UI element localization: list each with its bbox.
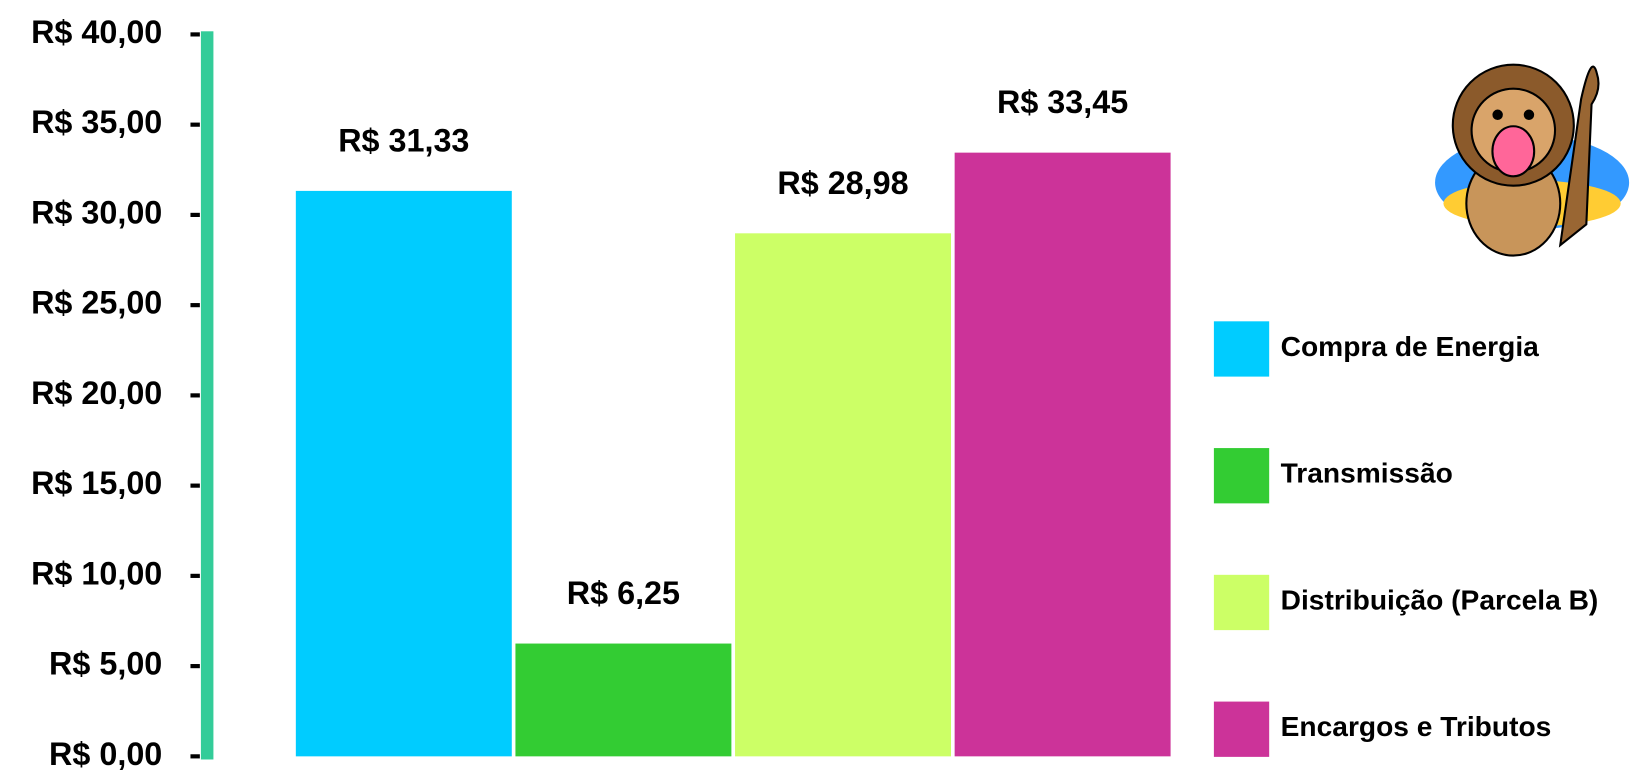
y-tick-label: R$ 5,00 xyxy=(49,646,162,682)
legend-label: Compra de Energia xyxy=(1281,331,1540,362)
legend-swatch xyxy=(1213,448,1270,504)
lion-illustration xyxy=(1435,63,1630,257)
bar xyxy=(735,233,951,757)
legend-swatch xyxy=(1213,574,1270,631)
y-tick-label: R$ 20,00 xyxy=(31,375,162,411)
y-tick-label: R$ 10,00 xyxy=(31,555,162,591)
value-label: R$ 6,25 xyxy=(567,575,680,611)
legend-label: Distribuição (Parcela B) xyxy=(1281,584,1599,615)
value-label: R$ 33,45 xyxy=(997,84,1128,120)
legend-swatch xyxy=(1213,701,1270,757)
bar xyxy=(295,190,512,757)
y-tick-label: R$ 40,00 xyxy=(31,14,162,50)
value-label: R$ 31,33 xyxy=(338,122,469,158)
y-tick-label: R$ 25,00 xyxy=(31,285,162,321)
bar xyxy=(515,643,732,757)
y-tick-label: R$ 0,00 xyxy=(49,736,162,772)
bar xyxy=(954,152,1171,757)
legend-label: Transmissão xyxy=(1281,458,1453,489)
legend-swatch xyxy=(1213,321,1270,377)
y-tick-label: R$ 35,00 xyxy=(31,104,162,140)
value-label: R$ 28,98 xyxy=(777,165,908,201)
legend-label: Encargos e Tributos xyxy=(1281,711,1552,742)
y-tick-label: R$ 15,00 xyxy=(31,465,162,501)
y-axis-line xyxy=(200,31,214,760)
y-tick-label: R$ 30,00 xyxy=(31,194,162,230)
